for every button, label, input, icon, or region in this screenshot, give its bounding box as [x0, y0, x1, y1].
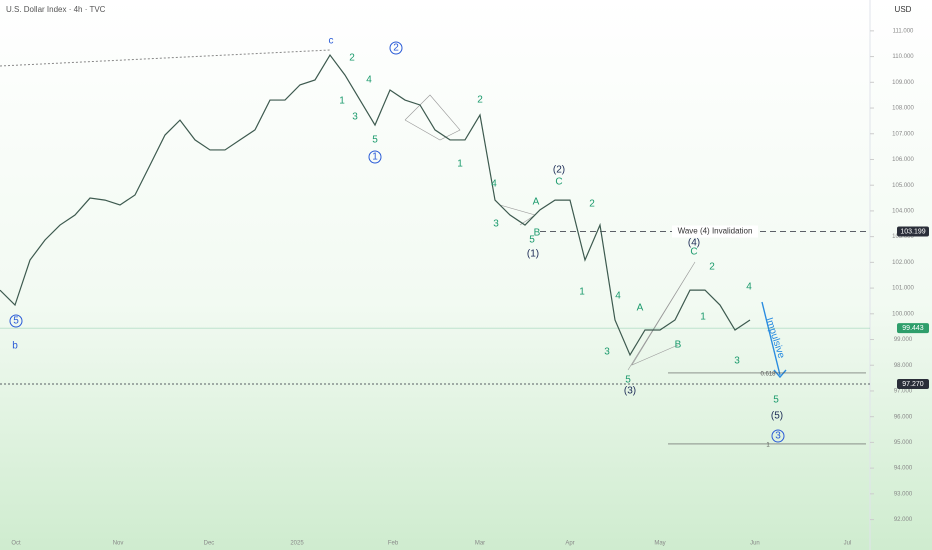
channel — [627, 261, 696, 371]
price-badge-label: 99.443 — [902, 325, 924, 332]
price-badge-label: 97.270 — [902, 381, 924, 388]
wave-label: c — [329, 36, 334, 47]
wave-label: C — [555, 177, 562, 188]
y-tick-label: 99.000 — [894, 337, 913, 343]
y-tick-label: 108.000 — [892, 106, 914, 112]
y-tick-label: 104.000 — [892, 208, 914, 214]
wave-circle — [389, 41, 403, 55]
wave-circle — [771, 429, 785, 443]
y-tick-label: 103.000 — [892, 234, 914, 240]
chart-title: U.S. Dollar Index · 4h · TVC — [6, 5, 106, 14]
y-tick-label: 106.000 — [892, 157, 914, 163]
wave-label: (3) — [624, 386, 636, 397]
x-tick-label: Jun — [750, 541, 760, 547]
y-tick-label: 107.000 — [892, 131, 914, 137]
price-badge-label: 103.199 — [900, 228, 925, 235]
wave-label: 4 — [491, 179, 497, 190]
x-tick-label: Oct — [11, 541, 21, 547]
x-tick-label: 2025 — [290, 541, 304, 547]
x-tick-label: Nov — [113, 541, 124, 547]
wave-label: 2 — [349, 53, 355, 64]
wave-label: 1 — [700, 312, 706, 323]
y-tick-label: 92.000 — [894, 517, 913, 523]
wave-label: A — [637, 303, 644, 314]
wave-label: 3 — [775, 431, 781, 442]
trend-line — [0, 49, 331, 67]
x-tick-label: Jul — [844, 541, 852, 547]
wave-label: (1) — [527, 249, 539, 260]
y-tick-label: 94.000 — [894, 466, 913, 472]
wave-label: B — [675, 340, 682, 351]
y-tick-label: 96.000 — [894, 414, 913, 420]
y-tick-label: 97.000 — [894, 389, 913, 395]
wave-label: 4 — [615, 291, 621, 302]
arrow — [761, 301, 787, 379]
price-badge — [897, 226, 929, 237]
wave-label: b — [12, 341, 18, 352]
wave-circle — [9, 314, 23, 328]
wave-label: 2 — [393, 43, 399, 54]
wave-label: B — [534, 228, 541, 239]
wave-label: 3 — [604, 347, 610, 358]
wave-label: (4) — [688, 238, 700, 249]
y-tick-label: 101.000 — [892, 286, 914, 292]
wave-label: 3 — [493, 219, 499, 230]
channel — [404, 94, 461, 141]
wave-label: 2 — [477, 95, 483, 106]
y-tick-label: 111.000 — [893, 28, 914, 34]
fib-label: 0.618 — [760, 372, 776, 378]
wave-label: (5) — [771, 411, 783, 422]
y-tick-label: 102.000 — [892, 260, 914, 266]
wave-label: 5 — [529, 235, 535, 246]
fib-label: 1 — [766, 443, 770, 449]
x-tick-label: Mar — [475, 541, 485, 547]
wave-label: 5 — [372, 135, 378, 146]
price-badge — [897, 323, 929, 334]
wave-label: 5 — [773, 395, 779, 406]
y-tick-label: 98.000 — [894, 363, 913, 369]
wave-label: 4 — [746, 282, 752, 293]
y-tick-label: 110.000 — [892, 54, 914, 60]
x-tick-label: May — [654, 541, 665, 547]
wave-label: 2 — [589, 199, 595, 210]
wave-label: 3 — [352, 112, 358, 123]
label-bg — [672, 225, 758, 238]
x-tick-label: Dec — [204, 541, 215, 547]
wave-label: 1 — [372, 152, 378, 163]
wave-label: 3 — [734, 356, 740, 367]
price-line-name: Wave (4) Invalidation — [678, 227, 753, 236]
price-line-series — [0, 53, 751, 357]
wave-label: 1 — [579, 287, 585, 298]
wave-label: 1 — [339, 96, 345, 107]
y-tick-label: 100.000 — [892, 311, 914, 317]
y-tick-label: 105.000 — [892, 183, 914, 189]
x-tick-label: Feb — [388, 541, 399, 547]
wave-label: (2) — [553, 165, 565, 176]
wave-circle — [368, 150, 382, 164]
wave-label: 1 — [457, 159, 463, 170]
wave-label: A — [533, 197, 540, 208]
y-tick-label: 95.000 — [894, 440, 913, 446]
y-tick-label: 109.000 — [892, 80, 914, 86]
wave-label: 5 — [13, 316, 19, 327]
wave-label: 2 — [709, 262, 715, 273]
wave-label: C — [690, 247, 697, 258]
wave-label: 4 — [366, 75, 372, 86]
currency: USD — [895, 5, 912, 14]
price-badge — [897, 379, 929, 390]
wave-label: 5 — [625, 375, 631, 386]
x-tick-label: Apr — [565, 541, 574, 547]
y-tick-label: 93.000 — [894, 491, 913, 497]
